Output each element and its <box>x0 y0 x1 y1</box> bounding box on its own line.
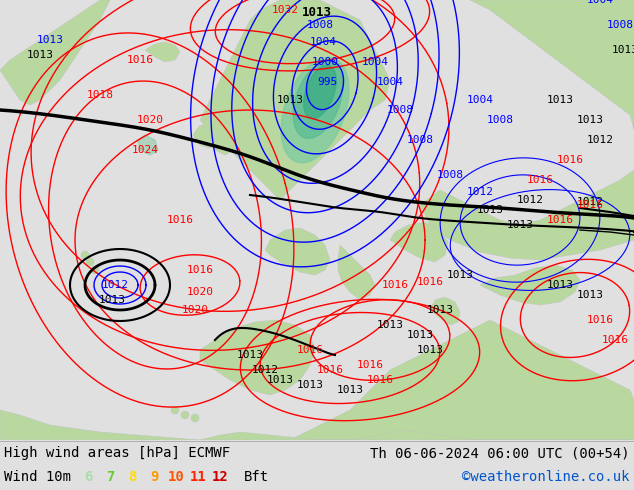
Text: 1013: 1013 <box>576 115 604 125</box>
Text: 1012: 1012 <box>586 135 614 145</box>
Text: 1013: 1013 <box>98 295 126 305</box>
Circle shape <box>91 266 99 274</box>
Polygon shape <box>430 297 460 325</box>
Text: 1020: 1020 <box>136 115 164 125</box>
Text: 1018: 1018 <box>86 90 113 100</box>
Text: 1012: 1012 <box>517 195 543 205</box>
Text: 1013: 1013 <box>37 35 63 45</box>
Text: 1016: 1016 <box>356 360 384 370</box>
Circle shape <box>191 414 199 422</box>
Text: 9: 9 <box>150 470 158 484</box>
Text: 1016: 1016 <box>297 345 323 355</box>
Text: 1013: 1013 <box>297 380 323 390</box>
Text: 1004: 1004 <box>586 0 614 5</box>
Text: 1008: 1008 <box>306 20 333 30</box>
Polygon shape <box>338 245 375 300</box>
Text: 1008: 1008 <box>436 170 463 180</box>
Polygon shape <box>0 410 634 440</box>
Text: Bft: Bft <box>244 470 269 484</box>
Text: 1016: 1016 <box>186 265 214 275</box>
Text: 1013: 1013 <box>547 280 574 290</box>
Polygon shape <box>265 228 330 275</box>
Text: 1016: 1016 <box>602 335 628 345</box>
Polygon shape <box>200 320 315 395</box>
Polygon shape <box>281 57 349 163</box>
Text: 7: 7 <box>106 470 114 484</box>
Polygon shape <box>420 170 634 260</box>
Text: 1013: 1013 <box>302 5 332 19</box>
Text: 1013: 1013 <box>507 220 533 230</box>
Text: 1024: 1024 <box>131 145 158 155</box>
Text: 1012: 1012 <box>576 197 604 207</box>
Text: 1016: 1016 <box>526 175 553 185</box>
Text: 1000: 1000 <box>311 57 339 67</box>
Polygon shape <box>200 110 240 155</box>
Polygon shape <box>290 320 634 440</box>
Polygon shape <box>193 125 215 148</box>
Text: 1016: 1016 <box>382 280 408 290</box>
Text: 12: 12 <box>212 470 228 484</box>
Text: 1020: 1020 <box>181 305 209 315</box>
Text: 1008: 1008 <box>406 135 434 145</box>
Text: 1008: 1008 <box>486 115 514 125</box>
Text: 1016: 1016 <box>586 315 614 325</box>
Text: 10: 10 <box>167 470 184 484</box>
Text: 1016: 1016 <box>417 277 444 287</box>
Circle shape <box>86 258 94 266</box>
Text: 1013: 1013 <box>236 350 264 360</box>
Text: 1013: 1013 <box>276 95 304 105</box>
Text: 1013: 1013 <box>427 305 453 315</box>
Text: 1013: 1013 <box>27 50 53 60</box>
Polygon shape <box>145 42 180 62</box>
Text: 1013: 1013 <box>547 95 574 105</box>
Polygon shape <box>480 265 580 305</box>
Polygon shape <box>470 0 634 130</box>
Text: 1013: 1013 <box>377 320 403 330</box>
Text: 995: 995 <box>317 77 337 87</box>
Polygon shape <box>138 135 158 155</box>
Polygon shape <box>200 0 390 200</box>
Text: 1032: 1032 <box>271 5 299 15</box>
Polygon shape <box>293 62 343 138</box>
Text: Wind 10m: Wind 10m <box>4 470 71 484</box>
Text: Th 06-06-2024 06:00 UTC (00+54): Th 06-06-2024 06:00 UTC (00+54) <box>370 446 630 460</box>
Text: ©weatheronline.co.uk: ©weatheronline.co.uk <box>462 470 630 484</box>
Text: 11: 11 <box>190 470 207 484</box>
Circle shape <box>171 406 179 414</box>
Text: 8: 8 <box>128 470 136 484</box>
Text: 1013: 1013 <box>417 345 444 355</box>
Text: 1004: 1004 <box>361 57 389 67</box>
Text: 1013: 1013 <box>576 290 604 300</box>
Text: 6: 6 <box>84 470 92 484</box>
Polygon shape <box>390 222 448 262</box>
Text: 1004: 1004 <box>467 95 493 105</box>
Text: 1012: 1012 <box>467 187 493 197</box>
Text: 1013: 1013 <box>477 205 503 215</box>
Text: 1012: 1012 <box>252 365 278 375</box>
Text: 1004: 1004 <box>309 37 337 47</box>
Polygon shape <box>304 65 336 119</box>
Circle shape <box>81 251 89 259</box>
Text: 1008: 1008 <box>387 105 413 115</box>
Text: 1012: 1012 <box>101 280 129 290</box>
Text: 1016: 1016 <box>576 200 604 210</box>
Text: 1016: 1016 <box>127 55 153 65</box>
Text: 1013: 1013 <box>446 270 474 280</box>
Text: 1016: 1016 <box>366 375 394 385</box>
Circle shape <box>181 411 189 419</box>
Text: 1016: 1016 <box>167 215 193 225</box>
Text: 1013: 1013 <box>612 45 634 55</box>
Text: 1016: 1016 <box>557 155 583 165</box>
Text: 1008: 1008 <box>607 20 633 30</box>
Text: 1013: 1013 <box>266 375 294 385</box>
Polygon shape <box>0 0 110 105</box>
Text: High wind areas [hPa] ECMWF: High wind areas [hPa] ECMWF <box>4 446 230 460</box>
Text: 1016: 1016 <box>316 365 344 375</box>
Text: 1013: 1013 <box>406 330 434 340</box>
Text: 1004: 1004 <box>377 77 403 87</box>
Text: 1016: 1016 <box>547 215 574 225</box>
Text: 1013: 1013 <box>337 385 363 395</box>
Text: 1020: 1020 <box>186 287 214 297</box>
